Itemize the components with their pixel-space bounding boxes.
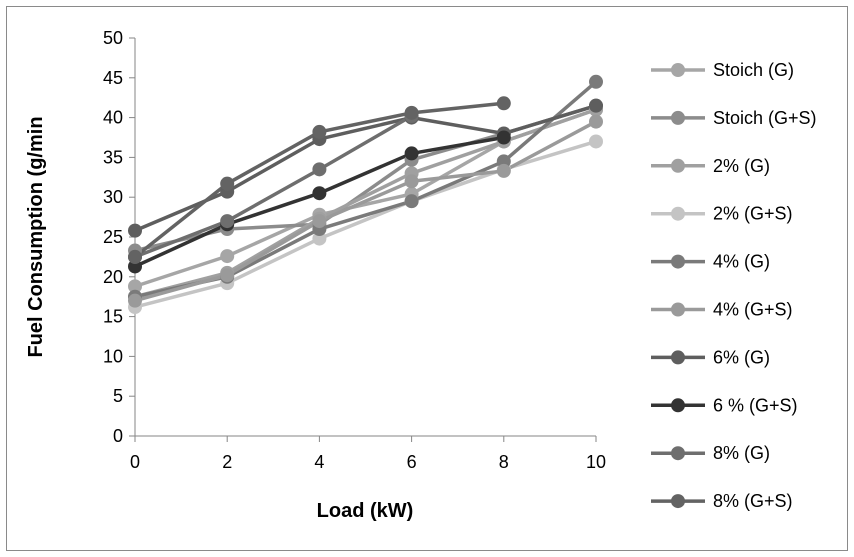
data-point xyxy=(496,163,511,178)
legend: Stoich (G) Stoich (G+S) 2% (G) 2% (G+S) 4% (… xyxy=(651,60,817,511)
legend-marker xyxy=(671,350,685,365)
legend-marker xyxy=(671,302,685,317)
legend-label: 8% (G+S) xyxy=(713,491,793,511)
y-tick-labels: 0 5 10 15 20 25 30 35 40 45 50 xyxy=(103,28,135,446)
y-tick-label: 40 xyxy=(103,108,123,128)
y-tick-label: 25 xyxy=(103,227,123,247)
axes xyxy=(134,38,596,437)
y-tick-label: 5 xyxy=(113,386,123,406)
legend-marker xyxy=(671,110,685,125)
legend-marker xyxy=(671,63,685,77)
legend-marker xyxy=(671,446,685,461)
data-point xyxy=(128,249,142,264)
data-point xyxy=(312,186,327,201)
legend-marker xyxy=(671,494,685,509)
data-point xyxy=(128,223,142,238)
data-point xyxy=(404,105,419,120)
data-point xyxy=(589,134,603,149)
legend-marker xyxy=(671,206,685,221)
data-point xyxy=(220,249,235,264)
legend-label: 2% (G+S) xyxy=(713,204,793,224)
legend-label: 8% (G) xyxy=(713,443,770,463)
y-tick-label: 30 xyxy=(103,187,123,207)
series-line-5 xyxy=(134,120,597,303)
legend-label: 4% (G) xyxy=(713,252,770,272)
x-axis-title: Load (kW) xyxy=(317,500,414,522)
data-point xyxy=(312,124,327,139)
y-axis-title: Fuel Consumption (g/min xyxy=(25,116,47,357)
data-point xyxy=(496,96,511,111)
data-point xyxy=(404,146,419,161)
legend-label: 4% (G+S) xyxy=(713,300,793,320)
y-tick-label: 35 xyxy=(103,147,123,167)
data-point xyxy=(496,130,511,145)
data-point xyxy=(589,114,603,129)
legend-marker xyxy=(671,254,685,269)
data-point xyxy=(128,293,142,308)
x-tick-label: 0 xyxy=(130,452,140,472)
x-tick-label: 10 xyxy=(586,452,606,472)
y-tick-label: 45 xyxy=(103,68,123,88)
y-tick-label: 0 xyxy=(113,426,123,446)
legend-label: 2% (G) xyxy=(713,156,770,176)
data-point xyxy=(128,279,142,294)
x-tick-label: 8 xyxy=(499,452,509,472)
data-point xyxy=(404,194,419,209)
x-tick-label: 2 xyxy=(222,452,232,472)
data-point xyxy=(220,176,235,191)
legend-marker xyxy=(671,398,685,413)
x-tick-label: 6 xyxy=(407,452,417,472)
data-point xyxy=(312,214,327,229)
x-tick-labels: 0 2 4 6 8 10 xyxy=(130,436,606,472)
series-lines xyxy=(133,80,598,309)
legend-label: Stoich (G) xyxy=(713,60,794,80)
series-line-3 xyxy=(134,139,597,309)
series-line-7 xyxy=(134,135,505,269)
series-line-2 xyxy=(134,107,597,299)
data-point xyxy=(220,214,235,229)
y-tick-label: 10 xyxy=(103,346,123,366)
legend-label: 6% (G) xyxy=(713,347,770,367)
series-points xyxy=(128,74,603,315)
data-point xyxy=(312,162,327,177)
data-point xyxy=(220,268,235,283)
chart-frame xyxy=(6,6,848,551)
data-point xyxy=(589,98,603,113)
legend-label: 6 % (G+S) xyxy=(713,395,798,415)
x-tick-label: 4 xyxy=(314,452,324,472)
series-line-0 xyxy=(134,107,597,289)
series-line-6 xyxy=(134,103,597,233)
data-point xyxy=(404,174,419,189)
y-tick-label: 50 xyxy=(103,28,123,48)
y-tick-label: 20 xyxy=(103,267,123,287)
legend-marker xyxy=(671,158,685,173)
legend-label: Stoich (G+S) xyxy=(713,108,817,128)
y-tick-label: 15 xyxy=(103,307,123,327)
series-line-8 xyxy=(134,114,413,259)
data-point xyxy=(589,74,603,89)
